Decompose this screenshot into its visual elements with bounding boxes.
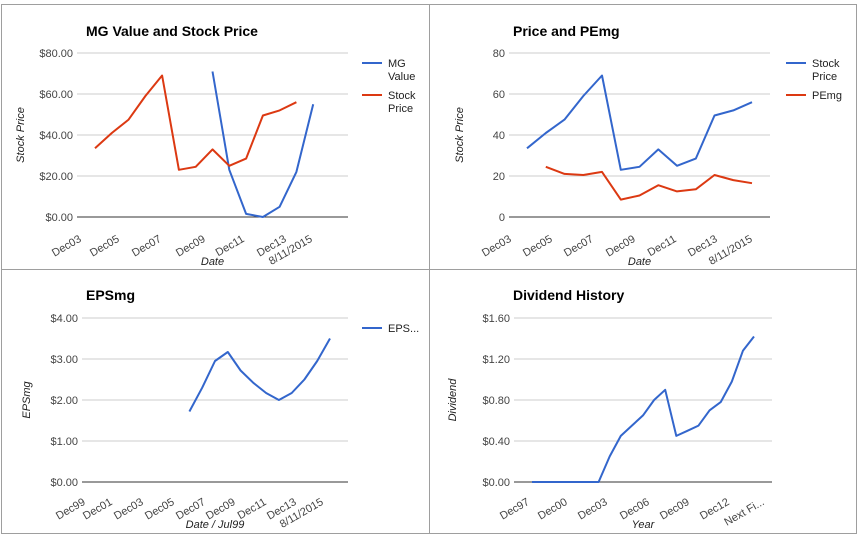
legend-label: Stock bbox=[812, 58, 840, 70]
x-tick-label: Dec03 bbox=[576, 496, 610, 522]
x-tick-label: Dec99 bbox=[54, 496, 88, 522]
y-tick-label: $1.60 bbox=[482, 313, 510, 325]
x-axis-label: Date / Jul99 bbox=[186, 519, 245, 531]
y-tick-label: $0.00 bbox=[482, 477, 510, 489]
x-axis-label: Year bbox=[632, 519, 656, 531]
chart-title: EPSmg bbox=[86, 287, 135, 303]
y-axis-label: Stock Price bbox=[454, 107, 466, 163]
y-axis-label: Dividend bbox=[447, 378, 459, 422]
x-tick-label: Dec00 bbox=[536, 496, 570, 522]
x-tick-label: Dec03 bbox=[112, 496, 146, 522]
chart-panel-dividend: Dividend History $0.00 $0.40 $0.80 $1.20 $1.6… bbox=[429, 269, 857, 534]
legend-label: Stock bbox=[388, 90, 416, 102]
legend-label: Price bbox=[388, 103, 413, 115]
x-tick-label: Dec03 bbox=[480, 233, 514, 259]
y-tick-label: 40 bbox=[493, 130, 505, 142]
y-tick-label: $20.00 bbox=[39, 171, 73, 183]
y-tick-label: $80.00 bbox=[39, 48, 73, 60]
y-tick-label: $3.00 bbox=[50, 354, 78, 366]
epsmg-chart: EPSmg $0.00 $1.00 $2.00 $3.00 $4.00 Dec99Dec01… bbox=[21, 287, 419, 531]
x-tick-label: Dec97 bbox=[498, 496, 532, 522]
y-axis-label: Stock Price bbox=[15, 107, 27, 163]
legend-label: MG bbox=[388, 58, 406, 70]
x-tick-label: Dec05 bbox=[521, 233, 555, 259]
y-axis-label: EPSmg bbox=[21, 380, 33, 418]
x-axis-label: Date bbox=[628, 256, 651, 268]
mg-value-chart: MG Value and Stock Price $0.00 $20.00 $40.0… bbox=[15, 23, 416, 268]
x-tick-label: Dec07 bbox=[562, 233, 596, 259]
y-tick-label: $1.20 bbox=[482, 354, 510, 366]
x-tick-label: Dec03 bbox=[50, 233, 84, 259]
series-line bbox=[545, 165, 753, 201]
x-tick-label: Dec05 bbox=[88, 233, 122, 259]
x-axis-label: Date bbox=[201, 256, 224, 268]
legend-label: EPS... bbox=[388, 323, 419, 335]
legend-label: Price bbox=[812, 71, 837, 83]
y-tick-label: $40.00 bbox=[39, 130, 73, 142]
y-tick-label: $2.00 bbox=[50, 395, 78, 407]
x-tick-label: Dec05 bbox=[143, 496, 177, 522]
chart-title: MG Value and Stock Price bbox=[86, 23, 258, 39]
chart-panel-epsmg: EPSmg $0.00 $1.00 $2.00 $3.00 $4.00 Dec99 Dec01… bbox=[1, 269, 430, 534]
y-tick-label: $4.00 bbox=[50, 313, 78, 325]
y-tick-label: $1.00 bbox=[50, 436, 78, 448]
y-tick-label: $0.80 bbox=[482, 395, 510, 407]
series-line bbox=[94, 74, 297, 171]
y-tick-label: 0 bbox=[499, 212, 505, 224]
y-tick-label: 60 bbox=[493, 89, 505, 101]
y-tick-label: 80 bbox=[493, 48, 505, 60]
y-tick-label: $0.00 bbox=[50, 477, 78, 489]
x-tick-label: Dec01 bbox=[81, 496, 115, 522]
x-tick-label: Next Fi... bbox=[722, 496, 766, 528]
series-line bbox=[211, 71, 315, 218]
x-tick-label: Dec07 bbox=[130, 233, 164, 259]
y-tick-label: $60.00 bbox=[39, 89, 73, 101]
legend-label: PEmg bbox=[812, 90, 842, 102]
chart-panel-mg-value: MG Value and Stock Price $0.00 $20.00 $40.0… bbox=[1, 4, 430, 270]
series-line bbox=[188, 338, 331, 412]
chart-panel-price-pemg: Price and PEmg 0 20 40 60 80 Dec03 Dec05 Dec07 De… bbox=[429, 4, 857, 270]
chart-title: Price and PEmg bbox=[513, 23, 620, 39]
y-tick-label: $0.00 bbox=[45, 212, 73, 224]
chart-title: Dividend History bbox=[513, 287, 624, 303]
y-tick-label: 20 bbox=[493, 171, 505, 183]
series-line bbox=[532, 335, 755, 483]
dividend-history-chart: Dividend History $0.00 $0.40 $0.80 $1.20 $1.6… bbox=[447, 287, 772, 531]
series-line bbox=[526, 74, 753, 171]
x-tick-label: Dec09 bbox=[658, 496, 692, 522]
legend-label: Value bbox=[388, 71, 415, 83]
y-tick-label: $0.40 bbox=[482, 436, 510, 448]
